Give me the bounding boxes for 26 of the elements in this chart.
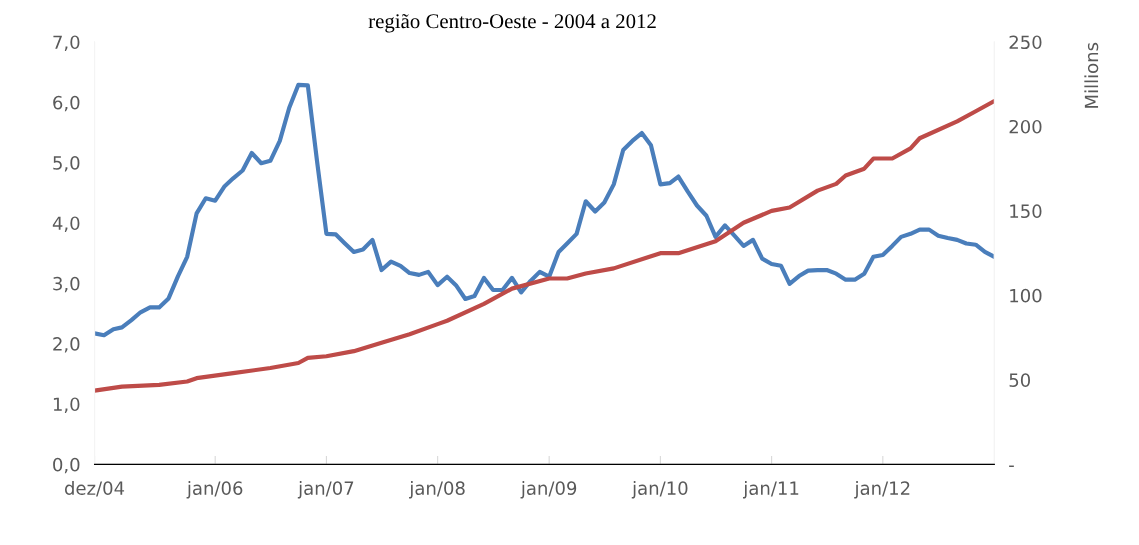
y-tick-label: 3,0	[53, 276, 80, 293]
y-tick-label: 5,0	[53, 156, 80, 172]
y-tick-label: 7,0	[53, 35, 80, 51]
y2-tick-label: 150	[1010, 204, 1042, 219]
y2-tick-label: 250	[1009, 35, 1042, 50]
y-tick-label: 1,0	[53, 397, 80, 413]
y-tick-label: 0,0	[53, 457, 80, 474]
y-tick-label: 4,0	[52, 216, 80, 232]
x-tick-label: jan/10	[631, 481, 688, 499]
x-tick-label: jan/11	[742, 481, 799, 499]
chart-title: região Centro-Oeste - 2004 a 2012	[368, 13, 656, 33]
line-series	[94, 99, 995, 393]
y2-tick-label: -	[1009, 465, 1014, 467]
y-tick-label: 6,0	[53, 95, 80, 112]
y2-tick-label: 50	[1009, 373, 1031, 387]
x-tick-label: jan/07	[297, 481, 354, 499]
x-tick-label: jan/06	[186, 481, 243, 499]
x-tick-label: jan/09	[520, 481, 577, 499]
x-tick-label: jan/08	[409, 481, 465, 499]
line-series	[94, 82, 995, 338]
x-tick-label: dez/04	[64, 481, 125, 497]
y2-tick-label: 200	[1009, 119, 1042, 134]
x-tick-label: jan/12	[854, 481, 910, 499]
y2-axis-title: Millions	[1084, 42, 1099, 108]
y-tick-label: 2,0	[53, 337, 80, 353]
y2-tick-label: 100	[1010, 288, 1042, 303]
